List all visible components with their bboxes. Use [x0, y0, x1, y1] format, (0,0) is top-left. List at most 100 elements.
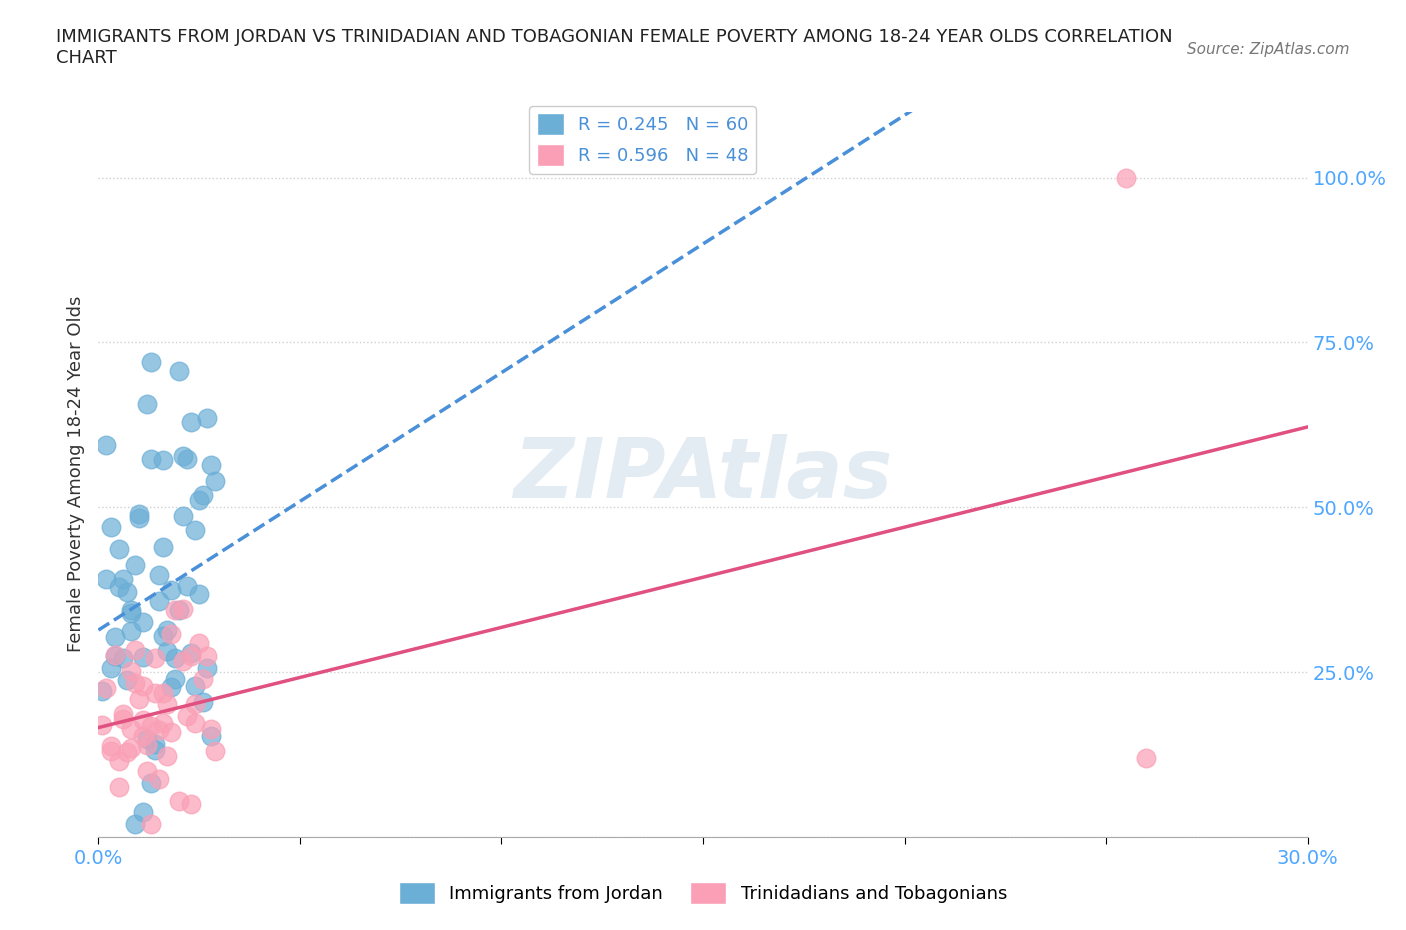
Y-axis label: Female Poverty Among 18-24 Year Olds: Female Poverty Among 18-24 Year Olds — [66, 296, 84, 653]
Point — [139, 776, 162, 790]
Point — [120, 722, 142, 737]
Point — [184, 716, 207, 731]
Point — [135, 732, 157, 747]
Point — [204, 474, 226, 489]
Point — [111, 711, 134, 726]
Point — [139, 817, 162, 831]
Point — [176, 709, 198, 724]
Point — [200, 729, 222, 744]
Point — [172, 448, 194, 463]
Point — [160, 627, 183, 642]
Point — [139, 719, 162, 734]
Point — [115, 672, 138, 687]
Point — [172, 509, 194, 524]
Point — [1135, 751, 1157, 765]
Point — [143, 737, 166, 751]
Point — [152, 539, 174, 554]
Point — [111, 572, 134, 587]
Point — [91, 718, 114, 733]
Point — [152, 629, 174, 644]
Point — [193, 488, 215, 503]
Point — [132, 712, 155, 727]
Point — [200, 722, 222, 737]
Point — [156, 749, 179, 764]
Point — [160, 724, 183, 739]
Point — [156, 644, 179, 658]
Point — [139, 354, 162, 369]
Point — [120, 605, 142, 620]
Point — [152, 715, 174, 730]
Point — [195, 660, 218, 675]
Point — [167, 363, 190, 378]
Point — [120, 624, 142, 639]
Point — [160, 680, 183, 695]
Point — [143, 685, 166, 700]
Point — [193, 695, 215, 710]
Point — [139, 451, 162, 466]
Point — [167, 603, 190, 618]
Legend: Immigrants from Jordan, Trinidadians and Tobagonians: Immigrants from Jordan, Trinidadians and… — [392, 875, 1014, 911]
Point — [115, 585, 138, 600]
Point — [204, 744, 226, 759]
Point — [120, 741, 142, 756]
Point — [103, 647, 125, 662]
Point — [132, 804, 155, 819]
Point — [128, 511, 150, 525]
Point — [176, 578, 198, 593]
Point — [148, 772, 170, 787]
Point — [132, 615, 155, 630]
Point — [195, 648, 218, 663]
Point — [100, 520, 122, 535]
Point — [160, 583, 183, 598]
Point — [107, 579, 129, 594]
Point — [103, 630, 125, 644]
Point — [96, 437, 118, 452]
Point — [167, 794, 190, 809]
Text: IMMIGRANTS FROM JORDAN VS TRINIDADIAN AND TOBAGONIAN FEMALE POVERTY AMONG 18-24 : IMMIGRANTS FROM JORDAN VS TRINIDADIAN AN… — [56, 28, 1173, 67]
Point — [1115, 170, 1137, 185]
Point — [200, 458, 222, 472]
Point — [152, 453, 174, 468]
Point — [124, 817, 146, 831]
Point — [193, 671, 215, 686]
Point — [96, 681, 118, 696]
Legend: R = 0.245   N = 60, R = 0.596   N = 48: R = 0.245 N = 60, R = 0.596 N = 48 — [529, 106, 756, 174]
Point — [176, 452, 198, 467]
Point — [124, 675, 146, 690]
Point — [180, 648, 202, 663]
Point — [163, 651, 186, 666]
Point — [111, 651, 134, 666]
Point — [163, 603, 186, 618]
Point — [132, 729, 155, 744]
Point — [124, 558, 146, 573]
Point — [100, 661, 122, 676]
Point — [143, 743, 166, 758]
Point — [100, 744, 122, 759]
Point — [96, 572, 118, 587]
Point — [188, 636, 211, 651]
Point — [115, 745, 138, 760]
Point — [172, 654, 194, 669]
Point — [120, 664, 142, 679]
Point — [135, 737, 157, 752]
Point — [135, 764, 157, 778]
Point — [180, 797, 202, 812]
Point — [132, 650, 155, 665]
Point — [128, 507, 150, 522]
Point — [180, 414, 202, 429]
Point — [135, 397, 157, 412]
Point — [156, 697, 179, 711]
Point — [107, 780, 129, 795]
Point — [172, 602, 194, 617]
Point — [152, 685, 174, 700]
Point — [148, 723, 170, 737]
Point — [188, 493, 211, 508]
Point — [120, 603, 142, 618]
Point — [111, 707, 134, 722]
Point — [143, 650, 166, 665]
Point — [184, 697, 207, 711]
Point — [107, 753, 129, 768]
Point — [124, 643, 146, 658]
Point — [195, 410, 218, 425]
Point — [156, 623, 179, 638]
